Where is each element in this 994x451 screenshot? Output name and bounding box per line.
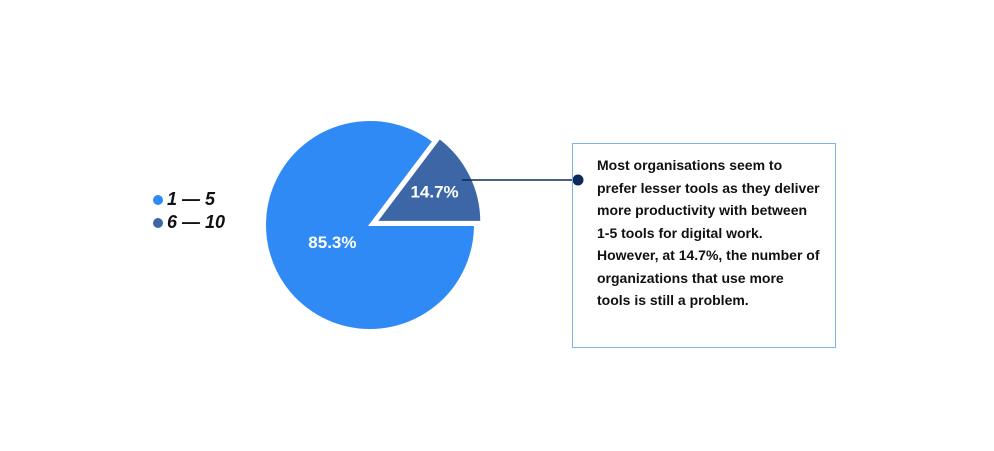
annotation: Most organisations seem to prefer lesser…	[572, 143, 836, 348]
legend-label: 1 — 5	[167, 189, 216, 209]
leader-dot	[572, 174, 584, 186]
pie-slice	[374, 136, 483, 223]
legend-swatch	[153, 195, 163, 205]
legend-label: 6 — 10	[167, 212, 225, 232]
data-label: 85.3%	[308, 233, 356, 252]
legend-swatch	[153, 218, 163, 228]
pie-slice	[264, 119, 477, 331]
data-label: 14.7%	[410, 182, 458, 201]
